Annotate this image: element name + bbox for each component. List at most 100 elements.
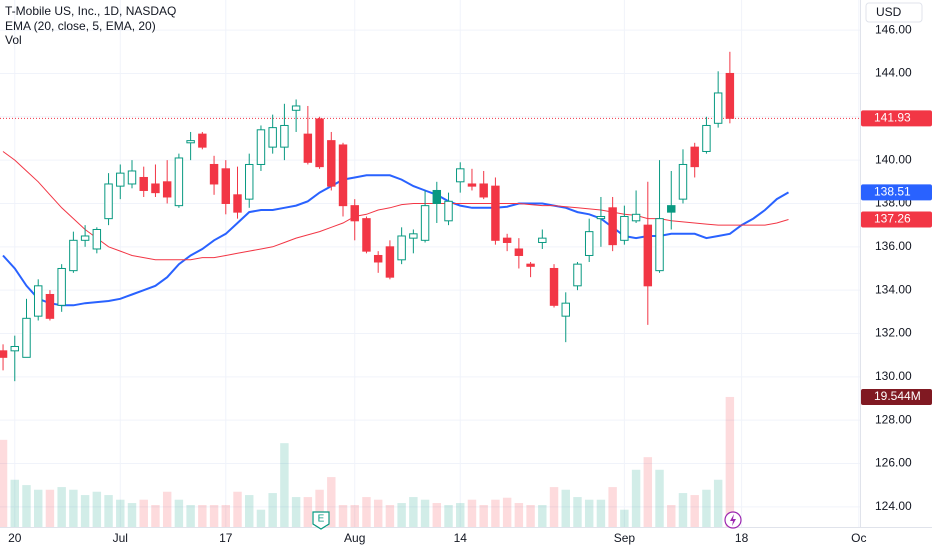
y-tick-label: 130.00	[875, 369, 912, 383]
volume-bar	[678, 493, 688, 527]
volume-bar	[584, 499, 594, 527]
candle-body	[514, 248, 524, 256]
currency: USD	[876, 5, 902, 19]
volume-bar	[385, 505, 395, 527]
candle-body	[678, 163, 688, 200]
chart-title: T-Mobile US, Inc., 1D, NASDAQ	[5, 4, 176, 18]
candle-body	[198, 133, 207, 148]
candle-body	[22, 317, 31, 358]
y-tick-label: 126.00	[875, 456, 912, 470]
volume-bar	[514, 503, 524, 527]
volume-bar	[33, 489, 43, 527]
x-tick-label: Jul	[113, 531, 128, 545]
candle-body	[385, 246, 395, 278]
volume-bar	[10, 479, 19, 527]
volume-bar	[174, 499, 184, 527]
earnings-icon[interactable]: E	[312, 511, 330, 530]
volume-bar	[315, 489, 324, 527]
candle-body	[631, 213, 641, 222]
svg-text:E: E	[318, 514, 325, 525]
event-icon[interactable]	[724, 511, 742, 529]
candle-body	[526, 263, 535, 267]
candle-body	[221, 168, 231, 204]
x-tick-label: Sep	[614, 531, 636, 545]
candle-body	[45, 293, 55, 319]
candle-body	[245, 163, 254, 200]
volume-bar	[420, 499, 430, 527]
volume-bar	[526, 505, 535, 527]
candle-body	[608, 207, 617, 246]
candle-body	[702, 124, 711, 152]
candle-body	[256, 129, 266, 165]
volume-bar	[198, 505, 207, 527]
volume-bar	[725, 396, 735, 527]
volume-bar	[713, 479, 723, 527]
price-label-bg	[861, 388, 932, 405]
time-axis: 20 Jul 17 Aug 14 Sep 18 Oc	[8, 531, 866, 545]
candle-body	[502, 237, 512, 243]
candle-body	[467, 183, 477, 187]
y-tick-label: 136.00	[875, 239, 912, 253]
candle-body	[420, 205, 430, 241]
candle-body	[33, 285, 43, 317]
volume-bar	[479, 505, 488, 527]
candle-body	[350, 205, 359, 222]
volume-bar	[432, 503, 442, 527]
candle-body	[233, 194, 242, 213]
volume-bar	[549, 487, 559, 527]
candle-body	[444, 200, 453, 222]
x-tick-label: 17	[219, 531, 233, 545]
price-label: 141.93	[874, 110, 911, 124]
price-pane	[0, 51, 860, 382]
volume-bar	[151, 505, 160, 527]
volume-bar	[104, 495, 113, 527]
volume-bar	[350, 505, 359, 527]
candle-body	[456, 168, 465, 183]
price-label: 19.544M	[874, 389, 921, 403]
volume-bar	[22, 485, 31, 527]
candle-body	[69, 239, 78, 272]
volume-bar	[139, 499, 148, 527]
volume-bar	[303, 497, 313, 527]
indicator-legend: EMA (20, close, 5, EMA, 20)	[5, 19, 156, 33]
y-tick-label: 144.00	[875, 66, 912, 80]
candle-body	[280, 124, 289, 148]
volume-bar	[338, 505, 348, 527]
candle-body	[291, 105, 301, 111]
price-label-bg	[861, 110, 932, 127]
volume-bar	[561, 489, 570, 527]
volume-bar	[80, 495, 90, 527]
volume-bar	[280, 443, 289, 527]
candle-body	[0, 350, 8, 358]
volume-bar	[362, 497, 371, 527]
currency-button[interactable]	[865, 2, 923, 23]
volume-bar	[620, 509, 629, 527]
candle-body	[573, 263, 582, 287]
candle-body	[549, 267, 559, 306]
volume-bar	[667, 505, 676, 527]
candle-body	[655, 218, 664, 272]
volume-bar	[409, 497, 418, 527]
candle-body	[713, 92, 723, 124]
x-tick-label: 18	[735, 531, 749, 545]
volume-bar	[69, 489, 78, 527]
candle-body	[397, 235, 406, 261]
volume-bar	[444, 505, 453, 527]
x-tick-label: 14	[454, 531, 468, 545]
volume-bar	[573, 497, 582, 527]
candle-body	[373, 254, 383, 263]
candle-body	[315, 118, 324, 168]
candle-body	[139, 176, 148, 191]
volume-bar	[221, 505, 231, 527]
candle-body	[584, 231, 594, 256]
volume-bar	[655, 469, 664, 527]
volume-bar	[702, 489, 711, 527]
candle-body	[362, 218, 371, 252]
volume-bar	[690, 495, 699, 527]
candle-body	[338, 144, 348, 207]
volume-bar	[57, 487, 66, 527]
candle-body	[80, 235, 90, 241]
volume-bar	[291, 497, 301, 527]
